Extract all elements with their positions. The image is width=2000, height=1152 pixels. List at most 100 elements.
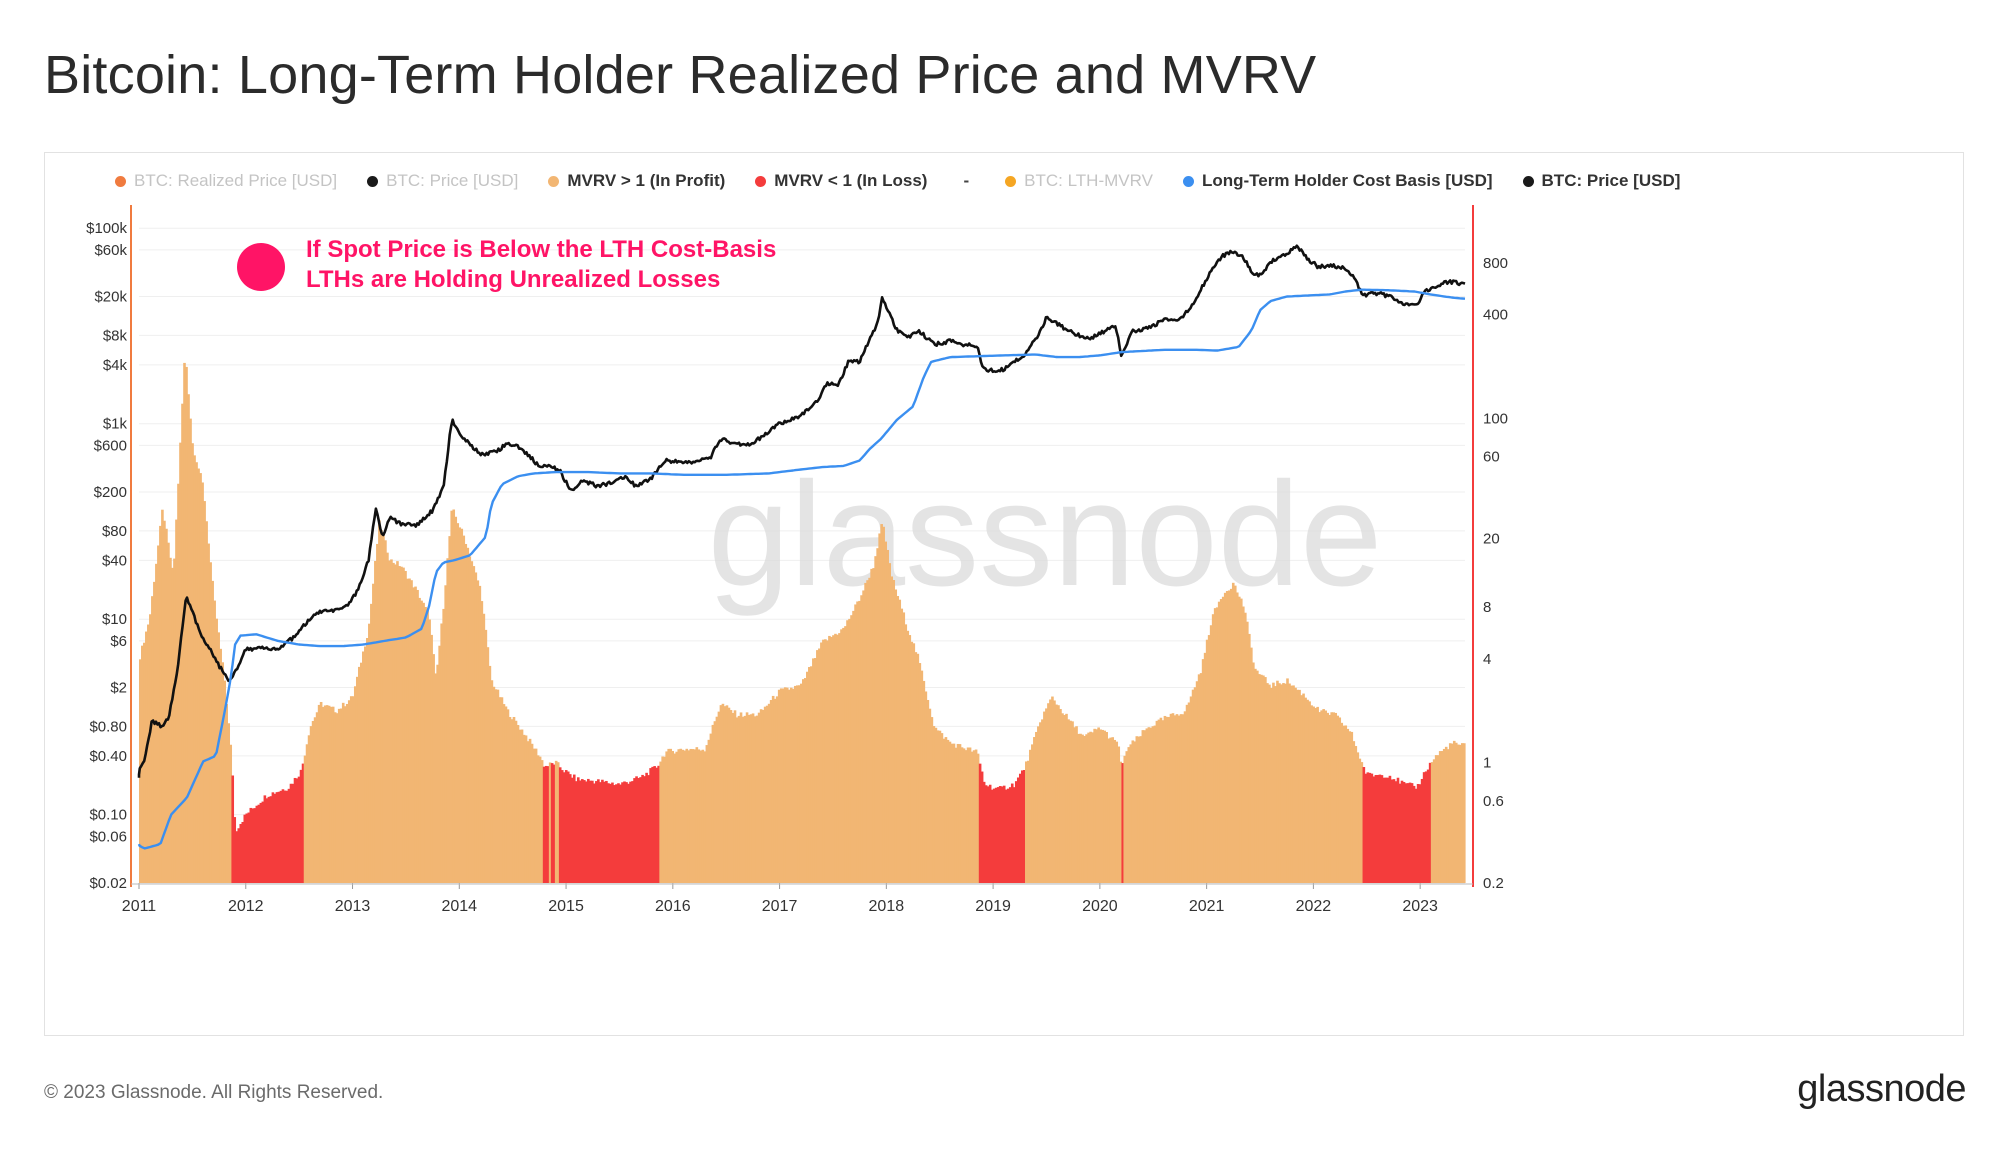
mvrv-bar [1278, 683, 1281, 883]
mvrv-bar [1282, 683, 1285, 883]
mvrv-bar [372, 583, 375, 883]
mvrv-bar [1131, 740, 1135, 883]
mvrv-bar [649, 768, 652, 883]
mvrv-bar [775, 696, 779, 883]
mvrv-bar [854, 604, 857, 883]
mvrv-bar [1093, 728, 1096, 883]
legend-item[interactable]: MVRV < 1 (In Loss) [755, 171, 927, 191]
mvrv-bar [1336, 715, 1340, 883]
mvrv-bar [1446, 749, 1450, 883]
mvrv-bar [1000, 786, 1004, 883]
mvrv-bar [661, 756, 664, 883]
mvrv-bar [1055, 704, 1058, 883]
mvrv-bar [1438, 751, 1442, 883]
mvrv-bar [1316, 706, 1319, 883]
mvrv-bar [1165, 716, 1169, 883]
mvrv-bar [950, 743, 954, 883]
mvrv-bar [147, 624, 150, 883]
mvrv-bar [390, 559, 393, 883]
mvrv-bar [687, 750, 691, 883]
mvrv-bar [1322, 709, 1325, 883]
mvrv-bar [603, 781, 606, 883]
mvrv-bar [1006, 788, 1010, 883]
mvrv-bar [265, 798, 269, 883]
chart-svg: glassnode $100k $60k $20k $8k $4k $1k $600 $200… [86, 205, 1508, 915]
mvrv-bar [492, 686, 496, 883]
mvrv-bar [374, 560, 377, 883]
mvrv-bar [860, 595, 863, 883]
mvrv-bar [161, 509, 164, 883]
mvrv-bar [904, 624, 908, 883]
mvrv-bar [978, 763, 982, 883]
mvrv-bar [896, 596, 900, 883]
mvrv-bar [1326, 712, 1329, 883]
mvrv-bar [589, 780, 592, 883]
legend-item[interactable]: MVRV > 1 (In Profit) [548, 171, 725, 191]
mvrv-bar [1123, 755, 1127, 883]
mvrv-bar [273, 793, 277, 883]
mvrv-bar [1059, 708, 1062, 883]
x-tick-label: 2015 [548, 898, 584, 915]
mvrv-bar [1069, 720, 1072, 883]
mvrv-bar [691, 749, 695, 883]
mvrv-bar [802, 679, 805, 883]
mvrv-bar [695, 747, 699, 883]
mvrv-bar [908, 635, 912, 883]
mvrv-bar [1217, 601, 1221, 883]
mvrv-bar [924, 691, 928, 883]
mvrv-bar [850, 615, 853, 883]
mvrv-bar [1250, 647, 1253, 883]
mvrv-bar [548, 762, 552, 883]
mvrv-bar [615, 784, 618, 883]
mvrv-bar [261, 801, 265, 883]
mvrv-bar [315, 712, 319, 883]
mvrv-bar [583, 780, 586, 883]
mvrv-bar [699, 750, 703, 883]
mvrv-bar [916, 653, 920, 883]
mvrv-bar [1119, 761, 1123, 883]
mvrv-bar [508, 717, 512, 883]
legend-separator[interactable]: - [963, 171, 970, 190]
mvrv-bar [572, 774, 576, 883]
mvrv-bar [789, 687, 793, 883]
mvrv-bar [1436, 755, 1440, 883]
y-left-tick-label: $1k [103, 416, 128, 433]
mvrv-bar [1290, 685, 1293, 883]
mvrv-bar [255, 805, 259, 883]
legend-label: MVRV < 1 (In Loss) [774, 171, 928, 190]
legend-item[interactable]: BTC: LTH-MVRV [1005, 171, 1153, 191]
mvrv-bar [948, 741, 952, 883]
mvrv-bar [357, 666, 361, 883]
mvrv-bar [376, 543, 379, 883]
mvrv-bar [181, 403, 184, 883]
mvrv-bar [536, 755, 540, 883]
mvrv-bar [759, 709, 763, 883]
legend-dot-icon [1182, 175, 1194, 187]
mvrv-bar [1318, 712, 1321, 883]
mvrv-bar [189, 418, 192, 883]
legend-item[interactable]: BTC: Price [USD] [1522, 171, 1680, 191]
mvrv-bar [637, 778, 640, 883]
mvrv-bar [1332, 712, 1336, 883]
mvrv-bar [339, 708, 343, 883]
y-left-tick-label: $20k [94, 289, 127, 306]
mvrv-bar [1252, 662, 1255, 883]
mvrv-bar [1356, 752, 1360, 883]
mvrv-bar [1079, 733, 1082, 883]
mvrv-bar [285, 790, 289, 883]
legend-item[interactable]: Long-Term Holder Cost Basis [USD] [1182, 171, 1493, 191]
y-right-tick-label: 1 [1483, 755, 1491, 772]
legend-item[interactable]: BTC: Price [USD] [367, 171, 518, 191]
mvrv-bar [1354, 746, 1358, 883]
legend-item[interactable]: BTC: Realized Price [USD] [115, 171, 337, 191]
mvrv-bar [225, 704, 228, 883]
mvrv-bar [337, 708, 341, 883]
mvrv-bar [277, 791, 281, 883]
mvrv-bar [293, 777, 297, 883]
glassnode-logo[interactable]: glassnode [1797, 1068, 1966, 1110]
mvrv-bar [1420, 778, 1424, 883]
mvrv-bar [779, 688, 783, 883]
y-right-tick-label: 100 [1483, 410, 1508, 427]
mvrv-bar [781, 688, 785, 883]
mvrv-bar [1372, 776, 1376, 883]
